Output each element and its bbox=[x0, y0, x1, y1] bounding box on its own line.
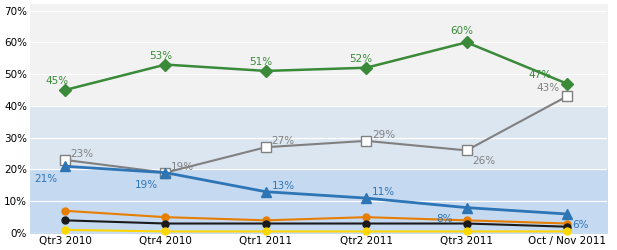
Text: 29%: 29% bbox=[372, 130, 395, 140]
Text: 19%: 19% bbox=[171, 162, 194, 172]
Text: 43%: 43% bbox=[536, 83, 560, 93]
Text: 8%: 8% bbox=[436, 214, 452, 224]
Text: 11%: 11% bbox=[372, 187, 395, 197]
Text: 52%: 52% bbox=[350, 54, 373, 64]
Text: 27%: 27% bbox=[271, 136, 294, 146]
Text: 6%: 6% bbox=[573, 220, 589, 230]
Text: 13%: 13% bbox=[271, 181, 294, 191]
Text: 51%: 51% bbox=[249, 57, 272, 67]
Text: 45%: 45% bbox=[46, 76, 68, 86]
Text: 21%: 21% bbox=[35, 174, 57, 184]
Text: 60%: 60% bbox=[450, 26, 473, 36]
Text: 53%: 53% bbox=[149, 51, 172, 61]
Text: 23%: 23% bbox=[70, 149, 94, 159]
Text: 19%: 19% bbox=[135, 180, 158, 190]
Text: 26%: 26% bbox=[472, 156, 495, 166]
Text: 47%: 47% bbox=[528, 70, 551, 80]
